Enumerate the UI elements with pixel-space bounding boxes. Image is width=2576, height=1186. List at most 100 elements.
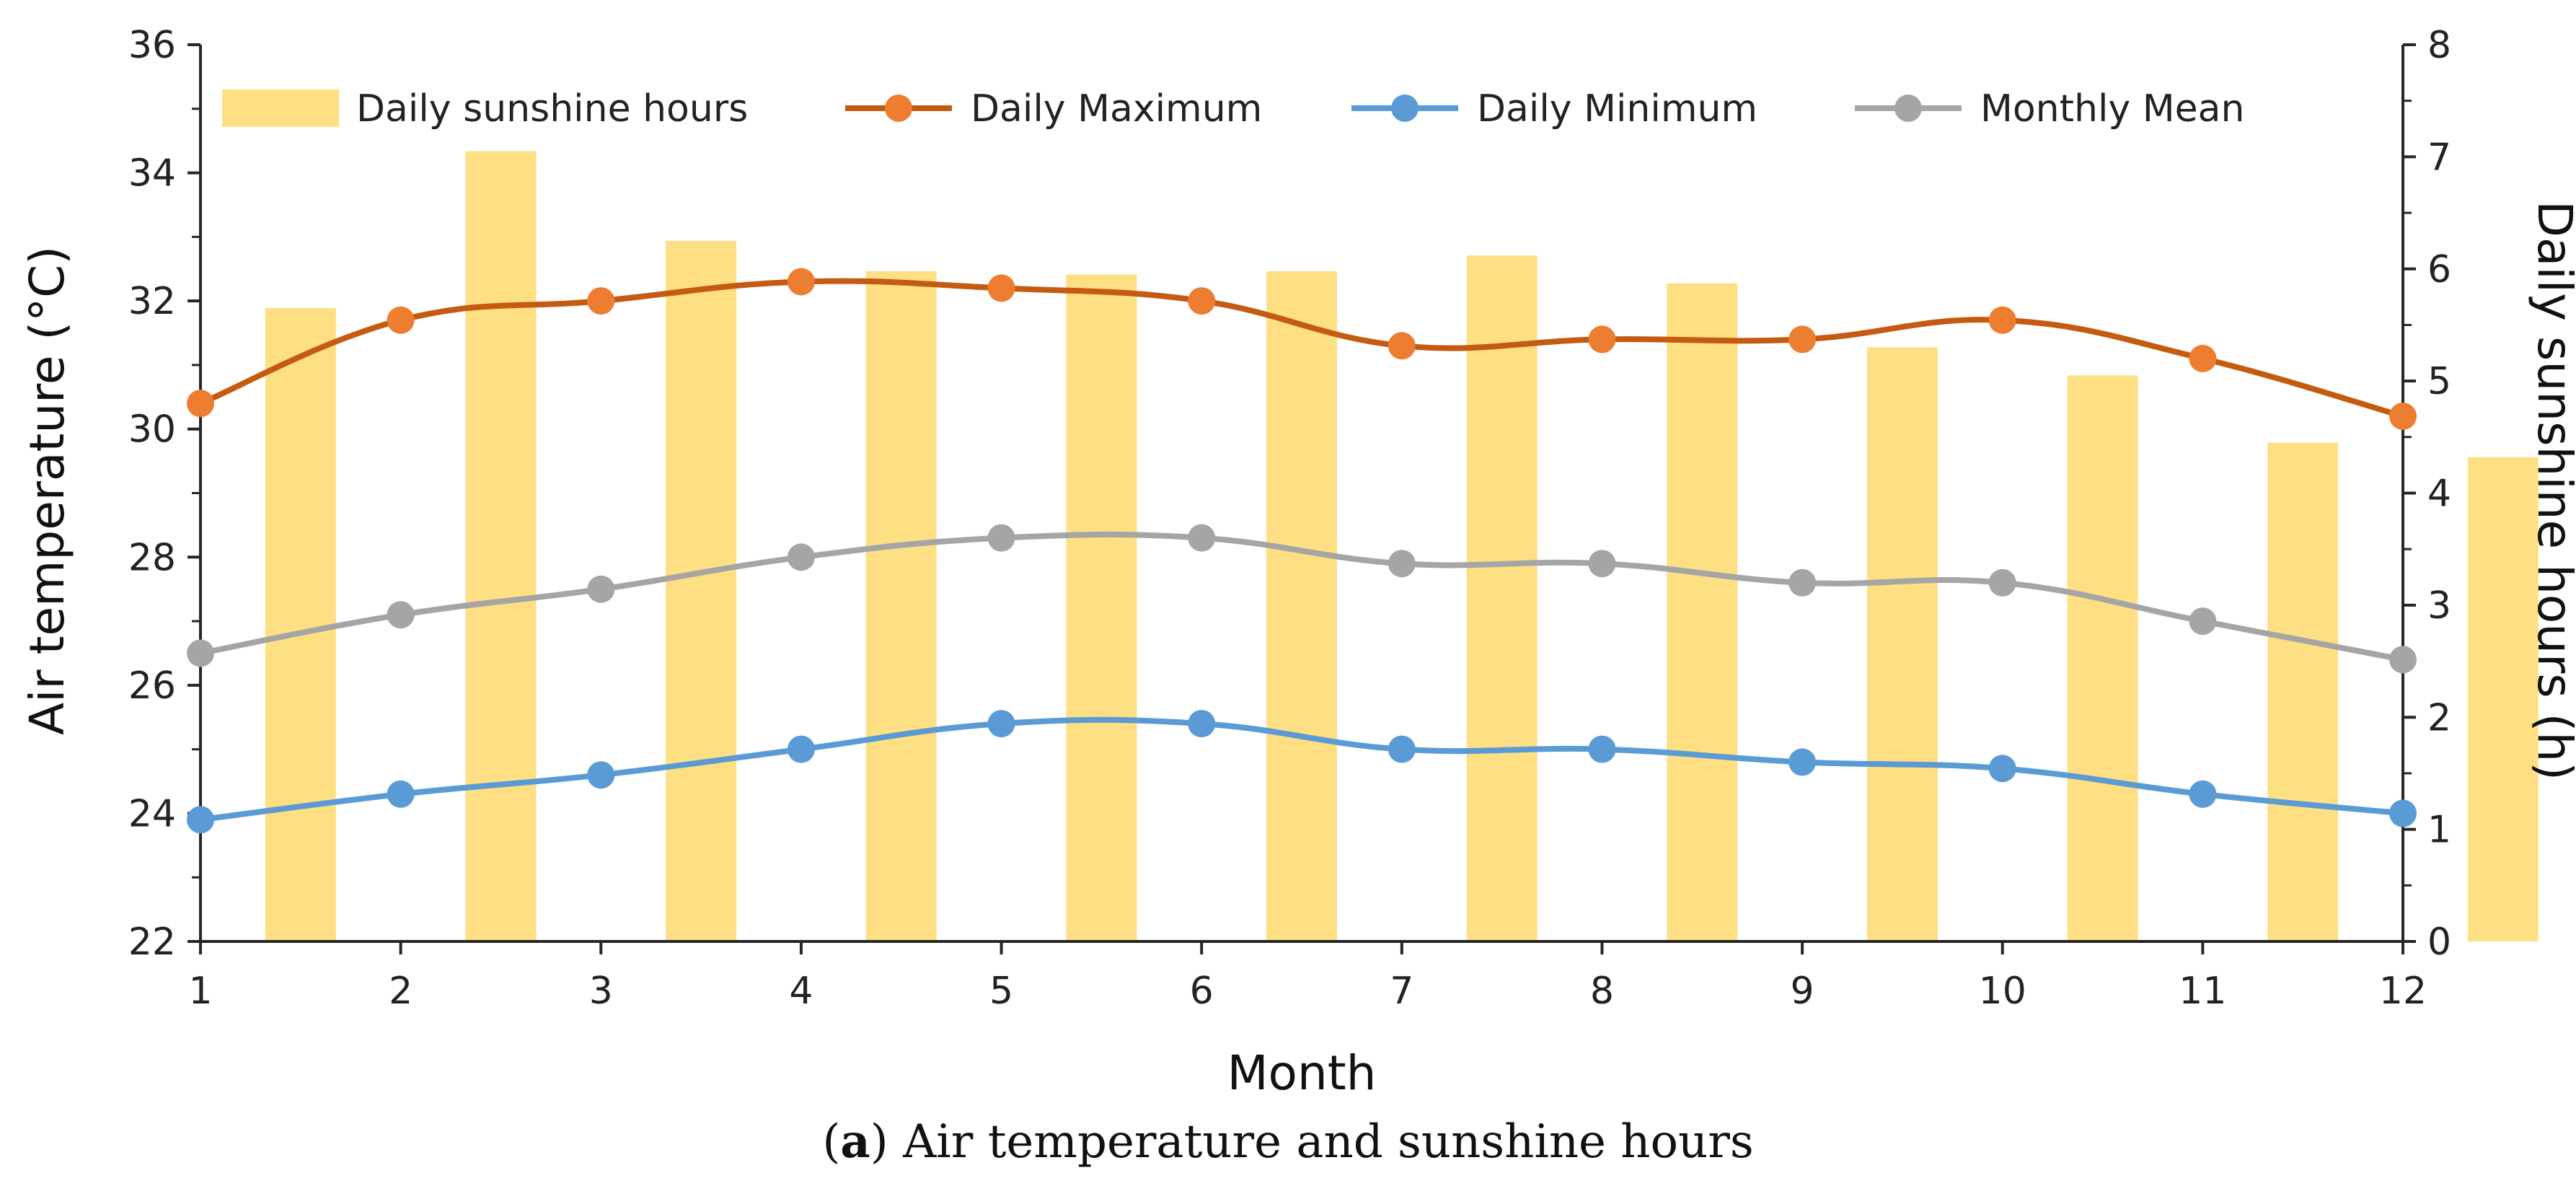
x-tick-label: 7	[1390, 970, 1413, 1013]
y-tick-label: 22	[128, 921, 176, 964]
y2-tick-label: 1	[2427, 809, 2451, 852]
monthly-mean-point	[387, 601, 415, 629]
daily-maximum-point	[1988, 306, 2016, 334]
y2-axis-title: Daily sunshine hours (h)	[2527, 201, 2576, 781]
x-tick-label: 11	[2179, 970, 2226, 1013]
legend-label-sunshine: Daily sunshine hours	[356, 87, 748, 131]
sunshine-bar	[265, 308, 336, 942]
x-tick-label: 4	[789, 970, 813, 1013]
daily-maximum-point	[1388, 332, 1416, 360]
daily-maximum-line	[198, 278, 2406, 419]
x-tick-label: 3	[589, 970, 613, 1013]
monthly-mean-point	[1988, 568, 2016, 597]
daily-maximum-point	[187, 390, 214, 418]
sunshine-bar	[1866, 347, 1938, 941]
daily-minimum-line	[198, 716, 2406, 823]
figure-caption: (a) Air temperature and sunshine hours	[822, 1115, 1754, 1169]
y2-tick-label: 3	[2427, 584, 2451, 628]
sunshine-bar	[865, 271, 937, 941]
sunshine-bar	[2067, 375, 2138, 941]
monthly-mean-point	[2189, 607, 2217, 636]
legend-label-monthly-mean: Monthly Mean	[1980, 87, 2244, 131]
daily-minimum-point	[2389, 799, 2417, 827]
temperature-lines	[187, 268, 2417, 834]
monthly-mean-point	[1588, 550, 1616, 578]
daily-minimum-point	[987, 710, 1015, 738]
y-tick-label: 28	[128, 536, 176, 579]
daily-minimum-point	[1388, 735, 1416, 763]
daily-maximum-point	[1188, 287, 1216, 315]
sunshine-bar	[1266, 271, 1337, 941]
daily-maximum-point	[387, 306, 415, 334]
x-tick-label: 5	[989, 970, 1013, 1013]
monthly-mean-point	[187, 639, 214, 667]
x-tick-label: 12	[2379, 970, 2427, 1013]
y-tick-label: 30	[128, 408, 176, 452]
legend-label-daily-maximum: Daily Maximum	[971, 87, 1262, 131]
sunshine-bar	[2267, 442, 2339, 941]
monthly-mean-point	[1388, 550, 1416, 578]
daily-minimum-point	[1588, 735, 1616, 763]
daily-maximum-point	[2389, 403, 2417, 430]
x-tick-label: 6	[1190, 970, 1214, 1013]
sunshine-bar	[666, 240, 737, 941]
daily-maximum-point	[2189, 345, 2217, 372]
daily-maximum-point	[587, 287, 615, 315]
y2-tick-label: 8	[2427, 24, 2451, 67]
y2-tick-label: 5	[2427, 360, 2451, 403]
x-tick-label: 2	[389, 970, 413, 1013]
y-tick-label: 24	[128, 792, 176, 835]
sunshine-bar	[2467, 457, 2538, 941]
x-tick-label: 9	[1791, 970, 1814, 1013]
y-tick-label: 36	[128, 24, 176, 67]
daily-minimum-point	[1188, 710, 1216, 738]
legend: Daily sunshine hours Daily Maximum Daily M…	[222, 87, 2244, 131]
legend-label-daily-minimum: Daily Minimum	[1477, 87, 1757, 131]
monthly-mean-point	[587, 575, 615, 603]
daily-maximum-point	[987, 274, 1015, 302]
monthly-mean-line	[198, 531, 2406, 663]
y2-tick-label: 2	[2427, 696, 2451, 739]
y2-tick-label: 4	[2427, 473, 2451, 516]
legend-marker-daily-maximum	[885, 95, 912, 122]
daily-maximum-point	[787, 268, 815, 296]
monthly-mean-point	[987, 524, 1015, 552]
sunshine-bar	[1667, 283, 1738, 941]
sunshine-bar	[1066, 274, 1137, 941]
x-tick-label: 1	[188, 970, 212, 1013]
daily-minimum-point	[1988, 755, 2016, 783]
monthly-mean-point	[787, 543, 815, 571]
daily-minimum-point	[787, 735, 815, 763]
y-tick-label: 34	[128, 152, 176, 196]
daily-minimum-point	[587, 761, 615, 789]
y2-tick-label: 0	[2427, 921, 2451, 964]
y-tick-label: 32	[128, 280, 176, 323]
daily-minimum-point	[2189, 780, 2217, 808]
monthly-mean-point	[1188, 524, 1216, 552]
x-tick-label: 8	[1590, 970, 1614, 1013]
legend-marker-monthly-mean	[1894, 95, 1922, 122]
sunshine-bar	[1466, 255, 1538, 942]
daily-minimum-point	[387, 780, 415, 808]
daily-maximum-point	[1788, 325, 1817, 353]
x-axis-title: Month	[1227, 1045, 1377, 1101]
monthly-mean-point	[2389, 646, 2417, 674]
x-tick-label: 10	[1979, 970, 2026, 1013]
daily-minimum-point	[1788, 748, 1817, 776]
legend-swatch-sunshine	[222, 89, 339, 127]
monthly-mean-point	[1788, 568, 1817, 597]
y2-tick-label: 6	[2427, 248, 2451, 291]
caption-label: a	[840, 1115, 870, 1169]
sunshine-bar	[465, 151, 537, 942]
sunshine-bars	[265, 151, 2538, 942]
y-tick-label: 26	[128, 664, 176, 708]
caption-text: ) Air temperature and sunshine hours	[870, 1115, 1754, 1169]
y2-tick-label: 7	[2427, 136, 2451, 179]
legend-marker-daily-minimum	[1391, 95, 1419, 122]
daily-maximum-point	[1588, 325, 1616, 353]
daily-minimum-point	[187, 806, 214, 834]
y-axis-title: Air temperature (°C)	[19, 246, 75, 735]
axes	[188, 43, 2416, 954]
